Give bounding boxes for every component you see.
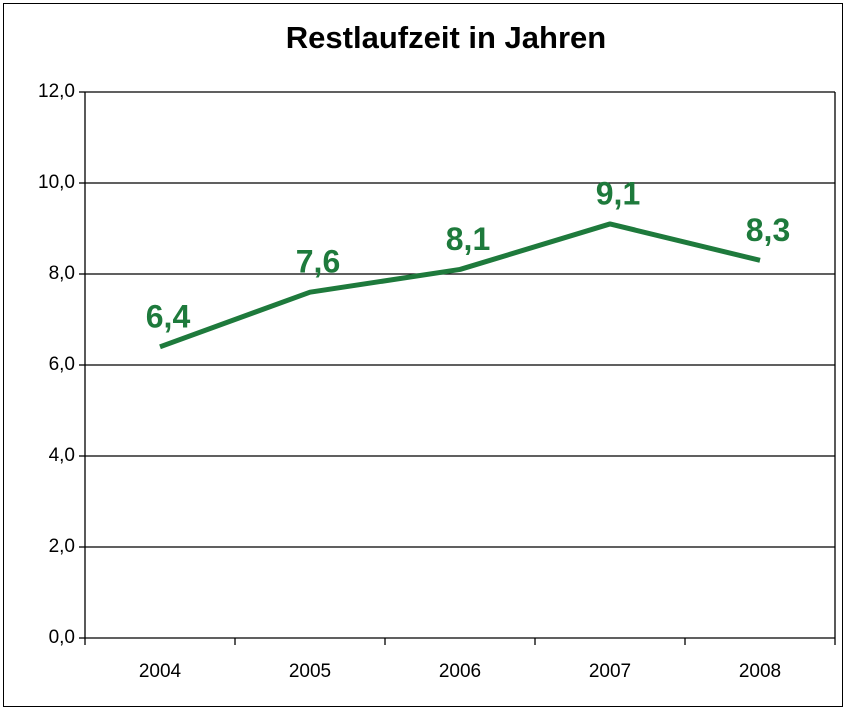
data-label: 6,4	[146, 298, 191, 334]
y-tick-label: 12,0	[38, 81, 75, 102]
x-tick-label: 2005	[289, 661, 331, 682]
x-tick-label: 2006	[439, 661, 481, 682]
y-tick-label: 8,0	[49, 263, 75, 284]
data-label: 9,1	[596, 175, 640, 211]
x-tick-label: 2008	[739, 661, 781, 682]
data-label: 7,6	[296, 244, 340, 280]
y-tick-label: 10,0	[38, 172, 75, 193]
y-tick-label: 2,0	[49, 536, 75, 557]
x-tick-label: 2007	[589, 661, 631, 682]
data-label: 8,3	[746, 212, 790, 248]
data-line	[159, 221, 761, 350]
y-tick-label: 6,0	[49, 354, 75, 375]
chart-title: Restlaufzeit in Jahren	[286, 20, 606, 55]
data-label: 8,1	[446, 221, 490, 257]
y-tick-label: 0,0	[49, 627, 75, 648]
chart-border	[3, 3, 843, 707]
x-tick-label: 2004	[139, 661, 182, 682]
y-tick-label: 4,0	[49, 445, 75, 466]
